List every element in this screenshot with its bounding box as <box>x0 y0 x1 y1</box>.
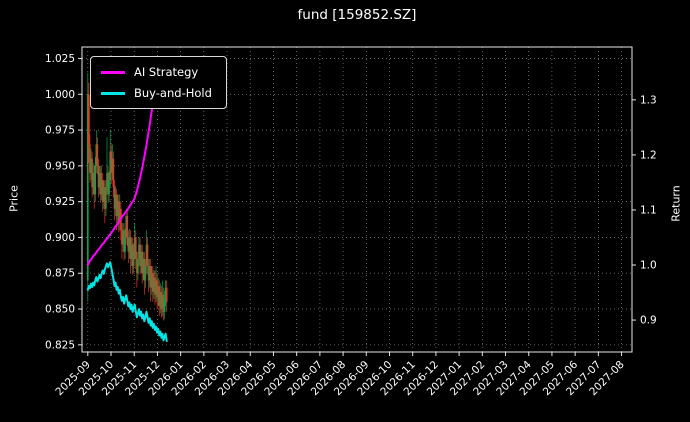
svg-text:0.875: 0.875 <box>45 268 75 280</box>
svg-text:1.025: 1.025 <box>45 53 75 65</box>
svg-text:0.975: 0.975 <box>45 125 75 137</box>
series-buy-and-hold <box>86 261 168 342</box>
svg-text:0.900: 0.900 <box>45 232 75 244</box>
left-axis-label: Price <box>7 185 21 212</box>
ai-strategy-line-icon <box>101 70 125 74</box>
legend-entry-buy-and-hold: Buy-and-Hold <box>101 86 212 100</box>
legend-label: AI Strategy <box>134 65 199 79</box>
svg-text:0.850: 0.850 <box>45 304 75 316</box>
chart-title: fund [159852.SZ] <box>297 7 417 23</box>
svg-text:1.0: 1.0 <box>640 260 657 272</box>
legend: AI Strategy Buy-and-Hold <box>90 56 227 109</box>
candlestick-series <box>87 72 168 321</box>
svg-text:1.2: 1.2 <box>640 149 657 161</box>
svg-text:0.9: 0.9 <box>640 315 657 327</box>
legend-label: Buy-and-Hold <box>134 86 212 100</box>
right-axis-label: Return <box>669 185 683 222</box>
svg-text:1.3: 1.3 <box>640 94 657 106</box>
svg-text:0.925: 0.925 <box>45 196 75 208</box>
buy-and-hold-line-icon <box>101 91 125 95</box>
svg-text:1.1: 1.1 <box>640 205 657 217</box>
svg-text:0.825: 0.825 <box>45 339 75 351</box>
svg-text:1.000: 1.000 <box>45 89 75 101</box>
axes-spines <box>81 46 633 353</box>
legend-entry-ai-strategy: AI Strategy <box>101 65 212 79</box>
svg-text:0.950: 0.950 <box>45 160 75 172</box>
